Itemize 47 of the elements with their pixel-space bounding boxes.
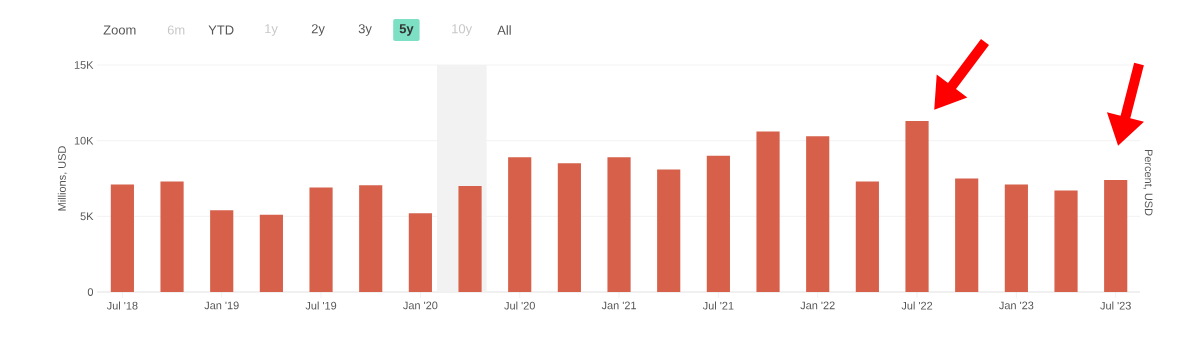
bar — [210, 210, 234, 292]
text: 6m — [167, 25, 185, 35]
bar — [508, 157, 532, 292]
text: 1y — [265, 24, 278, 36]
bar — [557, 163, 581, 292]
x-tick-label: Jul '18 — [106, 301, 138, 310]
bar — [955, 178, 979, 292]
bar — [1054, 190, 1078, 292]
bar — [905, 120, 929, 292]
x-tick-label: Jan '19 — [204, 301, 239, 310]
bar — [1104, 180, 1128, 292]
y-tick-label: 10K — [74, 136, 94, 145]
text: YTD — [208, 25, 234, 35]
x-tick-label: Jul '20 — [504, 301, 535, 310]
x-tick-label: Jul '23 — [1100, 301, 1131, 310]
text: 3y — [358, 24, 372, 36]
x-tick-label: Jul '21 — [702, 301, 734, 310]
x-tick-label: Jul '19 — [305, 301, 337, 310]
x-tick-label: Jan '20 — [403, 301, 438, 310]
bar — [657, 169, 681, 292]
y-tick-label: 15K — [74, 61, 94, 69]
bar — [259, 214, 283, 292]
bar — [855, 181, 879, 292]
bar — [806, 136, 830, 292]
bar — [607, 157, 631, 292]
y-tick-label: 5K — [80, 212, 94, 221]
bar — [359, 185, 383, 292]
text: Zoom — [103, 25, 136, 35]
bar — [1004, 184, 1028, 292]
x-tick-label: Jan '23 — [999, 301, 1034, 310]
text: 10y — [452, 24, 473, 36]
bar — [756, 131, 780, 292]
bar — [458, 186, 482, 292]
x-tick-label: Jan '21 — [601, 301, 636, 310]
bar — [110, 184, 134, 292]
bar — [160, 181, 184, 292]
text: All — [497, 25, 511, 35]
y2-axis-title: Percent, USD — [1143, 149, 1153, 216]
x-tick-label: Jul '22 — [901, 301, 933, 310]
y-tick-label: 0 — [87, 288, 94, 296]
bar — [408, 213, 432, 292]
text: 5y — [399, 24, 414, 36]
text: 2y — [311, 24, 325, 36]
bar — [309, 187, 333, 292]
x-tick-label: Jan '22 — [800, 301, 835, 310]
bar — [706, 155, 730, 292]
y-axis-title: Millions, USD — [57, 146, 68, 211]
